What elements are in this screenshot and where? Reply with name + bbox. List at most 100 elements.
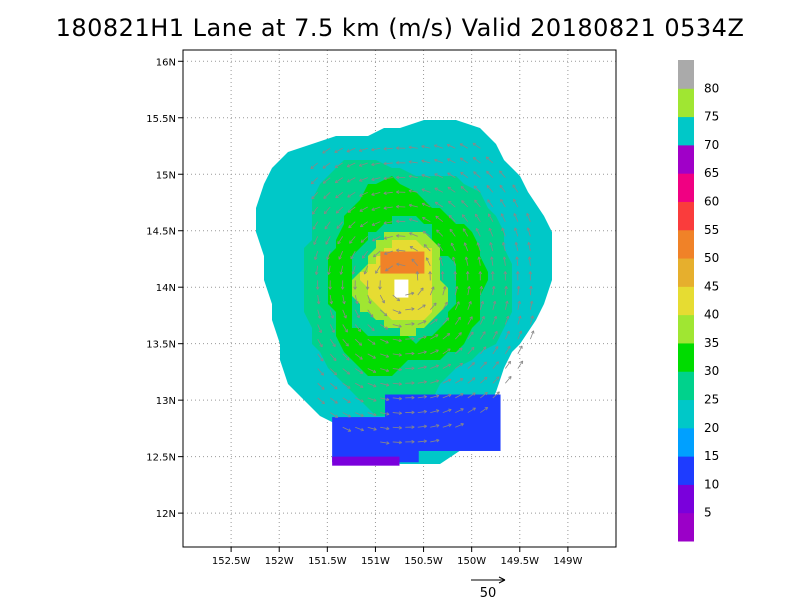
wind-vector xyxy=(479,285,484,296)
wind-vector xyxy=(328,280,332,290)
wind-vector xyxy=(480,407,489,413)
wind-vector xyxy=(517,360,524,369)
wind-vector xyxy=(359,177,368,182)
wind-vector xyxy=(384,250,393,256)
wind-vector xyxy=(417,320,427,325)
wind-vector xyxy=(464,256,469,266)
wind-vector xyxy=(350,250,356,260)
wind-vector xyxy=(442,301,448,311)
wind-vector xyxy=(436,229,444,237)
wind-vector xyxy=(396,160,406,165)
wind-vector xyxy=(392,338,402,343)
wind-vector xyxy=(348,221,356,229)
wind-vector xyxy=(513,213,519,222)
wind-vector xyxy=(408,203,418,208)
wind-vector xyxy=(529,285,533,296)
wind-vector xyxy=(347,191,356,198)
wind-vector xyxy=(434,187,443,193)
wind-vector xyxy=(353,280,357,290)
wind-vector xyxy=(430,438,440,443)
wind-vector xyxy=(405,351,415,356)
wind-vector xyxy=(329,368,338,376)
y-tick-label: 15N xyxy=(156,170,176,181)
wind-vector xyxy=(435,215,444,223)
wind-vector xyxy=(342,368,351,375)
wind-vector xyxy=(502,242,506,252)
wind-vectors xyxy=(310,142,535,445)
wind-vector xyxy=(492,315,497,325)
wind-vector xyxy=(335,206,344,214)
wind-vector xyxy=(529,330,535,340)
wind-vector xyxy=(310,177,318,185)
wind-vector xyxy=(467,331,474,340)
wind-vector xyxy=(460,171,469,178)
wind-vector xyxy=(439,256,444,266)
x-tick-label: 152W xyxy=(265,556,294,567)
wind-vector xyxy=(488,213,494,222)
wind-vector xyxy=(367,412,377,417)
storm-eye xyxy=(394,279,409,298)
wind-vector xyxy=(313,236,319,245)
wind-vector xyxy=(459,157,469,164)
y-tick-label: 13N xyxy=(156,396,176,407)
wind-vector xyxy=(527,241,531,252)
wind-vector xyxy=(373,250,381,258)
wind-vector xyxy=(504,315,510,325)
wind-vector xyxy=(396,146,406,150)
wind-vector xyxy=(317,338,323,348)
wind-vector xyxy=(342,295,346,305)
wind-vector xyxy=(326,250,331,260)
colorbar-swatch xyxy=(678,201,694,231)
wind-vector xyxy=(467,301,472,310)
wind-vector xyxy=(467,392,476,399)
wind-vector xyxy=(460,186,469,193)
colorbar-swatch xyxy=(678,258,694,287)
wind-vector xyxy=(367,397,377,402)
wind-vector xyxy=(385,265,393,272)
wind-vector xyxy=(447,172,456,178)
colorbar-swatch xyxy=(678,286,694,316)
wind-vector xyxy=(449,228,456,237)
wind-vector xyxy=(380,382,390,387)
wind-vector xyxy=(392,396,402,401)
wind-vector xyxy=(417,287,424,296)
wind-vector xyxy=(417,395,427,399)
wind-vector xyxy=(442,333,451,340)
wind-vector xyxy=(408,145,418,150)
y-tick-label: 16N xyxy=(156,57,176,68)
vector-scale-arrowhead-icon xyxy=(498,576,506,584)
wind-vector xyxy=(361,250,369,259)
wind-vector xyxy=(415,271,420,281)
wind-vector xyxy=(529,315,534,325)
wind-vector xyxy=(354,295,359,305)
wind-vector xyxy=(526,227,531,237)
x-tick-label: 149W xyxy=(553,556,582,567)
x-tick-label: 151W xyxy=(361,556,390,567)
wind-vector xyxy=(334,177,343,184)
wind-vector xyxy=(505,375,512,384)
wind-vector xyxy=(342,397,351,403)
wind-vector xyxy=(342,324,348,333)
wind-vector xyxy=(473,185,481,193)
x-tick-label: 150.5W xyxy=(404,556,443,567)
wind-vector xyxy=(473,171,481,178)
wind-vector xyxy=(479,331,486,340)
wind-vector xyxy=(339,265,344,275)
colorbar-label: 30 xyxy=(704,364,719,378)
wind-vector xyxy=(329,338,336,347)
wind-vector xyxy=(380,338,389,344)
wind-vector xyxy=(405,322,415,326)
wind-vector xyxy=(355,368,364,374)
wind-vector xyxy=(485,156,494,164)
wind-band xyxy=(385,394,501,451)
wind-vector xyxy=(475,227,481,237)
colorbar-label: 50 xyxy=(704,251,719,265)
x-tick-label: 150W xyxy=(457,556,486,567)
wind-vector xyxy=(342,353,350,361)
wind-vector xyxy=(408,160,418,164)
wind-vector xyxy=(342,382,351,389)
wind-vector xyxy=(371,177,381,181)
wind-vector xyxy=(367,368,377,373)
wind-vector xyxy=(491,285,496,296)
wind-vector xyxy=(417,350,427,355)
